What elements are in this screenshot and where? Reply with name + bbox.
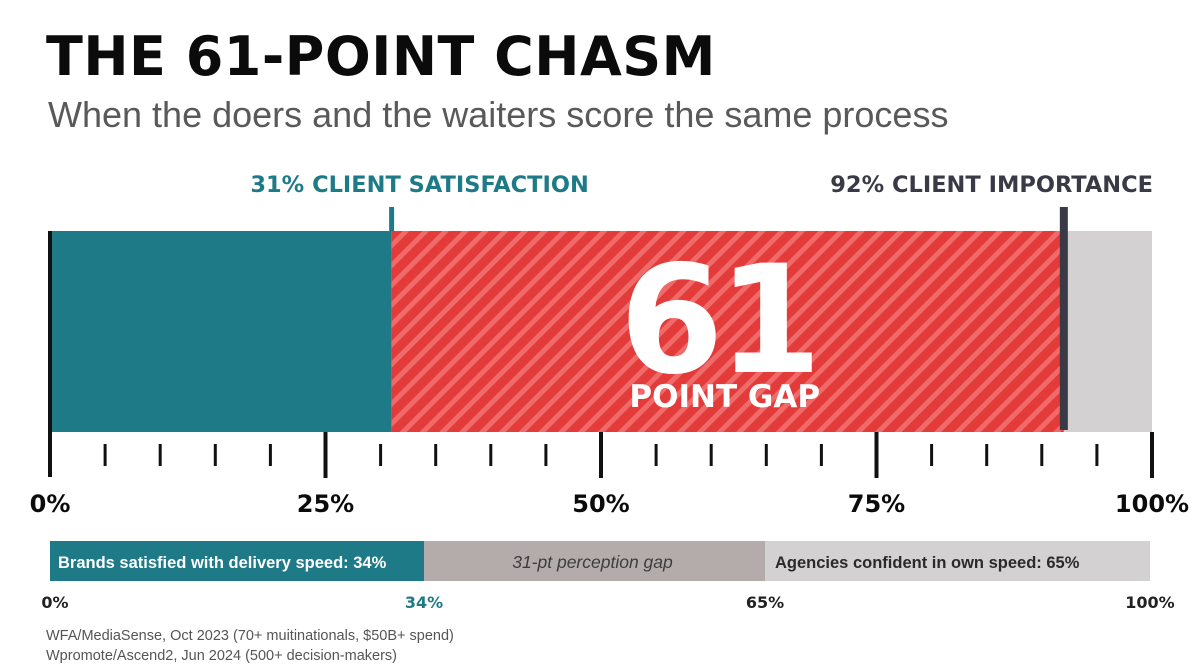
minor-tick [1040, 444, 1044, 466]
sub-tick-label: 0% [41, 593, 68, 612]
minor-tick [985, 444, 989, 466]
marker-label-1: 92% CLIENT IMPORTANCE [830, 172, 1153, 198]
minor-tick [379, 444, 383, 466]
marker-line-0 [389, 207, 395, 231]
sub-label-brands-satisfied: Brands satisfied with delivery speed: 34… [58, 554, 387, 572]
bar-segment-gap [391, 231, 1064, 432]
chart-title: THE 61-POINT CHASM [46, 25, 716, 88]
gap-value: 61 [619, 234, 816, 408]
sub-segment-agencies-confident [765, 541, 1150, 581]
tick-label: 100% [1115, 490, 1189, 518]
minor-tick [709, 444, 713, 466]
bar-segment-client-satisfaction [50, 231, 392, 432]
source-line-2: Wpromote/Ascend2, Jun 2024 (500+ decisio… [46, 648, 397, 664]
marker-label-0: 31% CLIENT SATISFACTION [250, 172, 588, 198]
sub-segment-brands-satisfied [50, 541, 424, 581]
tick-label: 25% [297, 490, 354, 518]
minor-tick [213, 444, 217, 466]
sub-tick-label: 65% [746, 593, 784, 612]
minor-tick [268, 444, 272, 466]
axis-left-edge [48, 231, 52, 477]
gap-label: POINT GAP [629, 379, 820, 415]
sub-label-agencies-confident: Agencies confident in own speed: 65% [775, 554, 1080, 572]
minor-tick [764, 444, 768, 466]
minor-tick [930, 444, 934, 466]
minor-tick [544, 444, 548, 466]
minor-tick [489, 444, 493, 466]
minor-tick [1095, 444, 1099, 466]
sub-label-perception-gap: 31-pt perception gap [512, 552, 673, 572]
major-tick [874, 432, 879, 478]
tick-label: 0% [30, 490, 71, 518]
minor-tick [103, 444, 107, 466]
minor-tick [819, 444, 823, 466]
sub-tick-label: 100% [1125, 593, 1174, 612]
minor-tick [158, 444, 162, 466]
source-line-1: WFA/MediaSense, Oct 2023 (70+ muitinatio… [46, 628, 454, 644]
major-tick [323, 432, 328, 478]
minor-tick [654, 444, 658, 466]
marker-line-1 [1059, 207, 1068, 430]
major-tick [1150, 432, 1154, 478]
sub-segment-perception-gap [424, 541, 765, 581]
major-tick [599, 432, 603, 478]
bar-segment-remainder [1063, 231, 1152, 432]
tick-label: 50% [572, 490, 629, 518]
tick-label: 75% [848, 490, 905, 518]
minor-tick [434, 444, 438, 466]
chart-subtitle: When the doers and the waiters score the… [48, 94, 949, 135]
sub-tick-label: 34% [405, 593, 443, 612]
